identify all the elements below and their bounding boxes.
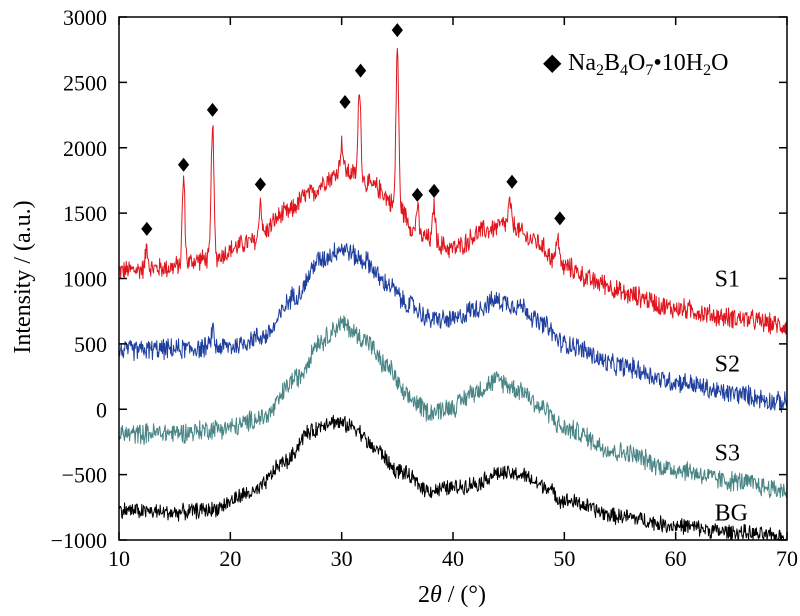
peak-diamond-marker: [411, 187, 423, 202]
series-layer: [118, 47, 788, 541]
peak-diamond-marker: [354, 63, 367, 78]
y-tick-label: 2000: [63, 136, 107, 161]
tick-label-layer: 10 20 30 40 50 60 70 −1000 −500 0 500 1000 1500 2000 2…: [51, 5, 798, 571]
peak-diamond-marker: [554, 211, 566, 226]
legend-formula-part: 7: [645, 62, 653, 79]
legend-formula-part: B: [604, 50, 620, 76]
y-tick-label: 1500: [63, 201, 107, 226]
peak-diamond-marker: [177, 157, 190, 172]
tick-layer: [118, 16, 788, 541]
series-label-s2: S2: [715, 351, 740, 377]
legend-formula-part: O: [628, 50, 645, 76]
y-tick-label: −1000: [51, 528, 107, 553]
x-tick-label: 50: [553, 546, 575, 571]
series-line-s2: [118, 242, 788, 413]
peak-diamond-marker: [206, 102, 219, 117]
peak-diamond-marker: [141, 221, 153, 236]
y-tick-label: 3000: [63, 5, 107, 30]
peak-diamond-marker: [339, 94, 351, 109]
legend-diamond-icon: ◆: [543, 50, 562, 76]
x-tick-label: 60: [665, 546, 687, 571]
legend-formula-part: •10H: [653, 50, 703, 76]
peak-marker-layer: [141, 23, 566, 236]
legend-formula-part: Na: [568, 50, 596, 76]
y-tick-label: 0: [96, 397, 107, 422]
plot-frame: [118, 16, 788, 541]
peak-diamond-marker: [506, 174, 518, 189]
x-axis-title-symbol: θ: [430, 582, 442, 608]
x-tick-label: 30: [331, 546, 353, 571]
series-label-bg: BG: [715, 501, 748, 527]
y-tick-label: 1000: [63, 267, 107, 292]
series-label-layer: S1 S2 S3 BG: [715, 267, 748, 527]
legend-formula-part: O: [711, 50, 728, 76]
x-tick-label: 40: [442, 546, 464, 571]
x-tick-label: 20: [219, 546, 241, 571]
x-axis-title-suffix: / (°): [442, 582, 486, 608]
series-label-s3: S3: [715, 440, 740, 466]
y-tick-label: −500: [62, 463, 107, 488]
x-axis-title-prefix: 2: [418, 582, 430, 608]
series-line-s1: [118, 47, 788, 335]
y-axis-title: Intensity / (a.u.): [10, 200, 36, 353]
series-line-s3: [118, 315, 788, 499]
x-axis-title: 2θ / (°): [418, 582, 486, 608]
legend-formula-part: 2: [703, 62, 711, 79]
legend-formula-part: 2: [596, 62, 604, 79]
peak-diamond-marker: [428, 183, 440, 198]
legend-formula: Na2B4O7•10H2O: [568, 50, 728, 79]
peak-diamond-marker: [391, 23, 403, 38]
y-tick-label: 2500: [63, 70, 107, 95]
legend: ◆ Na2B4O7•10H2O: [543, 50, 728, 79]
series-label-s1: S1: [715, 267, 740, 293]
peak-diamond-marker: [254, 177, 266, 192]
x-tick-label: 10: [108, 546, 130, 571]
legend-formula-part: 4: [620, 62, 628, 79]
series-line-bg: [118, 414, 787, 541]
y-tick-label: 500: [74, 332, 107, 357]
x-tick-label: 70: [776, 546, 798, 571]
